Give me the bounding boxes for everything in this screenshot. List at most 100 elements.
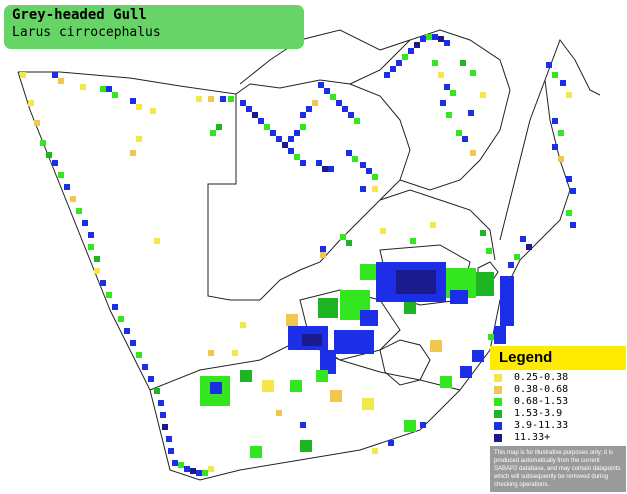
occupancy-cell (300, 112, 306, 118)
occupancy-cell (162, 424, 168, 430)
occupancy-cell (80, 84, 86, 90)
occupancy-cell (142, 364, 148, 370)
occupancy-cell (440, 376, 452, 388)
occupancy-cell (514, 254, 520, 260)
occupancy-cell (390, 66, 396, 72)
occupancy-cell (330, 390, 342, 402)
legend-swatch (494, 434, 502, 442)
occupancy-cell (470, 150, 476, 156)
map-border-botswana (235, 79, 411, 291)
occupancy-cell (190, 468, 196, 474)
occupancy-cell (196, 470, 202, 476)
occupancy-cell (300, 160, 306, 166)
legend-header: Legend (490, 346, 626, 370)
legend-swatch (494, 422, 502, 430)
occupancy-cell (288, 136, 294, 142)
occupancy-cell (288, 148, 294, 154)
occupancy-cell (570, 188, 576, 194)
occupancy-cell (472, 350, 484, 362)
occupancy-cell (440, 100, 446, 106)
map-border-zimbabwe (349, 29, 511, 191)
occupancy-cell (64, 184, 70, 190)
occupancy-cell (334, 330, 374, 354)
occupancy-cell (136, 136, 142, 142)
occupancy-cell (468, 110, 474, 116)
occupancy-cell (300, 422, 306, 428)
occupancy-cell (46, 152, 52, 158)
occupancy-cell (208, 96, 214, 102)
occupancy-cell (252, 112, 258, 118)
occupancy-cell (246, 106, 252, 112)
occupancy-cell (450, 290, 468, 304)
occupancy-cell (552, 118, 558, 124)
occupancy-cell (316, 370, 328, 382)
occupancy-cell (150, 108, 156, 114)
occupancy-cell (446, 112, 452, 118)
legend-item-label: 1.53-3.9 (514, 408, 563, 419)
occupancy-cell (262, 380, 274, 392)
occupancy-cell (414, 42, 420, 48)
occupancy-cell (438, 72, 444, 78)
legend-swatch (494, 410, 502, 418)
occupancy-cell (20, 72, 26, 78)
occupancy-cell (346, 150, 352, 156)
legend-title: Legend (499, 349, 553, 366)
occupancy-cell (294, 130, 300, 136)
occupancy-cell (360, 186, 366, 192)
occupancy-cell (178, 462, 184, 468)
occupancy-cell (154, 238, 160, 244)
occupancy-cell (372, 186, 378, 192)
occupancy-cell (112, 92, 118, 98)
occupancy-cell (250, 446, 262, 458)
occupancy-cell (258, 118, 264, 124)
legend-item-label: 0.38-0.68 (514, 384, 569, 395)
occupancy-cell (220, 96, 226, 102)
occupancy-cell (136, 352, 142, 358)
occupancy-cell (100, 280, 106, 286)
occupancy-cell (486, 248, 492, 254)
occupancy-cell (360, 264, 376, 280)
occupancy-cell (130, 340, 136, 346)
occupancy-cell (348, 112, 354, 118)
occupancy-cell (470, 70, 476, 76)
occupancy-cell (432, 60, 438, 66)
occupancy-cell (58, 172, 64, 178)
occupancy-cell (372, 174, 378, 180)
occupancy-cell (88, 244, 94, 250)
occupancy-cell (342, 106, 348, 112)
map-border-lesotho (379, 339, 431, 386)
occupancy-cell (82, 220, 88, 226)
occupancy-cell (410, 238, 416, 244)
map-border-mozambique (499, 79, 546, 241)
occupancy-cell (476, 272, 494, 296)
occupancy-cell (372, 448, 378, 454)
disclaimer-text: This map is for illustrative purposes on… (494, 450, 621, 488)
occupancy-cell (202, 470, 208, 476)
occupancy-cell (316, 160, 322, 166)
species-common-name: Grey-headed Gull (12, 7, 147, 23)
occupancy-cell (58, 78, 64, 84)
occupancy-cell (302, 334, 322, 346)
occupancy-cell (228, 96, 234, 102)
occupancy-cell (384, 72, 390, 78)
occupancy-cell (444, 84, 450, 90)
occupancy-cell (130, 150, 136, 156)
occupancy-cell (166, 436, 172, 442)
occupancy-cell (282, 142, 288, 148)
occupancy-cell (558, 130, 564, 136)
legend-disclaimer: This map is for illustrative purposes on… (490, 446, 626, 492)
occupancy-cell (404, 302, 416, 314)
legend-panel: Legend 0.25-0.38 0.38-0.68 0.68-1.53 1.5… (490, 346, 626, 492)
occupancy-cell (362, 398, 374, 410)
occupancy-cell (94, 256, 100, 262)
occupancy-cell (34, 120, 40, 126)
occupancy-cell (560, 80, 566, 86)
legend-item-label: 0.68-1.53 (514, 396, 569, 407)
occupancy-cell (276, 410, 282, 416)
occupancy-cell (76, 208, 82, 214)
occupancy-cell (320, 252, 326, 258)
occupancy-cell (300, 124, 306, 130)
occupancy-cell (148, 376, 154, 382)
occupancy-cell (184, 466, 190, 472)
